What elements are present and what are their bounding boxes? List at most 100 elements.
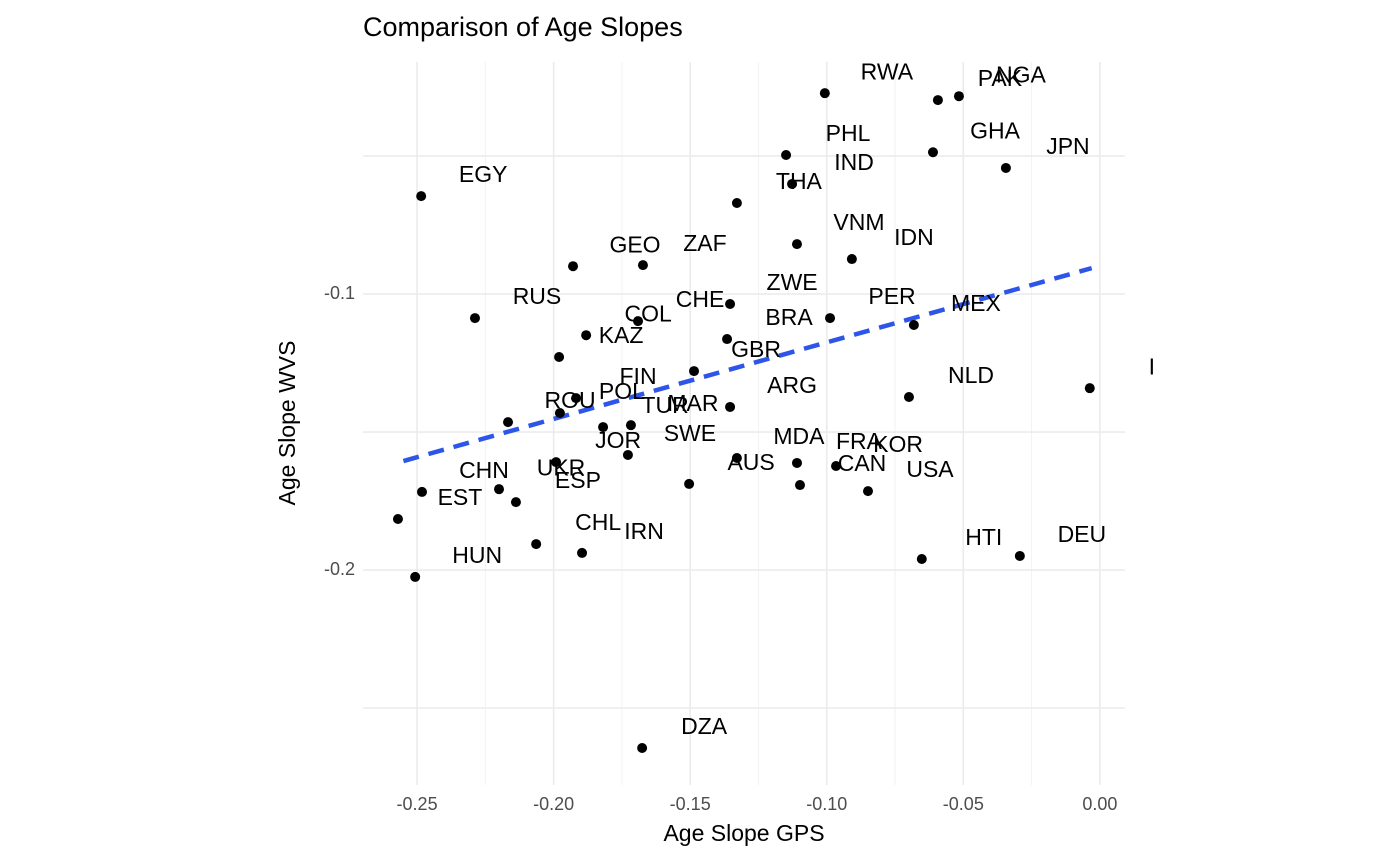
point	[554, 408, 565, 419]
point-label: HUN	[452, 542, 502, 568]
point	[416, 486, 427, 497]
point-label: PHL	[826, 120, 871, 146]
point	[494, 484, 505, 495]
point	[819, 88, 830, 99]
point-label: DZA	[681, 713, 728, 739]
point	[953, 91, 964, 102]
point-label: MAR	[667, 390, 718, 416]
point-label: BRA	[765, 304, 813, 330]
point-label: HTI	[965, 524, 1002, 550]
point	[916, 553, 927, 564]
point-label: SWE	[664, 420, 716, 446]
point	[637, 260, 648, 271]
point	[731, 452, 742, 463]
point	[831, 460, 842, 471]
point-label: KOR	[873, 431, 923, 457]
chart-title: Comparison of Age Slopes	[363, 12, 683, 42]
point-label: RWA	[861, 58, 914, 84]
point	[846, 254, 857, 265]
point-label: FRA	[836, 428, 883, 454]
y-tick-label: -0.2	[324, 559, 355, 579]
x-tick-label: 0.00	[1082, 794, 1117, 814]
point-label: JPN	[1046, 133, 1089, 159]
point	[791, 239, 802, 250]
point	[469, 313, 480, 324]
point-label: THA	[776, 168, 823, 194]
x-tick-label: -0.15	[670, 794, 711, 814]
point	[625, 420, 636, 431]
point-label: POL	[599, 378, 645, 404]
point	[598, 422, 609, 433]
point	[725, 299, 736, 310]
point-label: USA	[906, 456, 954, 482]
y-tick-label: -0.1	[324, 283, 355, 303]
point	[503, 417, 514, 428]
point-label: MEX	[951, 290, 1001, 316]
point	[622, 449, 633, 460]
point-label: NLD	[948, 362, 994, 388]
point-label: PAK	[978, 65, 1023, 91]
point-label: EGY	[459, 161, 508, 187]
point-label: CHL	[575, 509, 621, 535]
point-label: NGA	[996, 61, 1047, 87]
point-label: EST	[438, 484, 483, 510]
point	[927, 147, 938, 158]
point	[510, 497, 521, 508]
point-label: ZWE	[767, 269, 818, 295]
point-label: IRN	[624, 518, 664, 544]
point-label: ZAF	[683, 230, 726, 256]
x-axis-title: Age Slope GPS	[663, 820, 824, 846]
point	[1014, 550, 1025, 561]
point	[581, 330, 592, 341]
point	[731, 198, 742, 209]
point	[689, 366, 700, 377]
point	[932, 95, 943, 106]
point-label: CAN	[838, 450, 887, 476]
point	[551, 457, 562, 468]
point	[787, 178, 798, 189]
point-label: FIN	[620, 363, 657, 389]
point	[862, 486, 873, 497]
point	[633, 316, 644, 327]
x-tick-label: -0.05	[943, 794, 984, 814]
point-label: MDA	[773, 423, 825, 449]
point-label: PER	[868, 283, 915, 309]
point-label: RUS	[513, 283, 562, 309]
point-label: KAZ	[599, 322, 644, 348]
point	[416, 191, 427, 202]
point	[410, 571, 421, 582]
x-tick-label: -0.10	[806, 794, 847, 814]
point	[571, 393, 582, 404]
point	[684, 478, 695, 489]
point-label: GBR	[731, 336, 781, 362]
x-tick-label: -0.25	[397, 794, 438, 814]
point	[1000, 162, 1011, 173]
point	[637, 743, 648, 754]
y-axis-title: Age Slope WVS	[274, 341, 300, 506]
point	[908, 319, 919, 330]
point-label: ARG	[767, 372, 817, 398]
point	[531, 539, 542, 550]
point	[781, 149, 792, 160]
point	[568, 261, 579, 272]
plot-area: -0.25 -0.20 -0.15 -0.10 -0.05 0.00 -0.2 -0.1 RWA…	[324, 58, 1155, 813]
point-label: I	[1149, 353, 1155, 379]
point-label: ROU	[544, 387, 595, 413]
point-label: CHN	[459, 457, 509, 483]
point	[554, 351, 565, 362]
point-label: CHE	[676, 286, 725, 312]
point-label: COL	[624, 300, 672, 326]
point-label: GHA	[970, 117, 1021, 143]
point-label: DEU	[1058, 521, 1107, 547]
point-label: TUR	[641, 392, 688, 418]
grid	[363, 62, 1125, 785]
point-label: IND	[834, 149, 874, 175]
point-label: VNM	[833, 209, 884, 235]
point	[794, 480, 805, 491]
point	[825, 313, 836, 324]
point-label: AUS	[727, 449, 774, 475]
x-tick-label: -0.20	[533, 794, 574, 814]
point-label: UKR	[537, 454, 586, 480]
point	[1084, 383, 1095, 394]
